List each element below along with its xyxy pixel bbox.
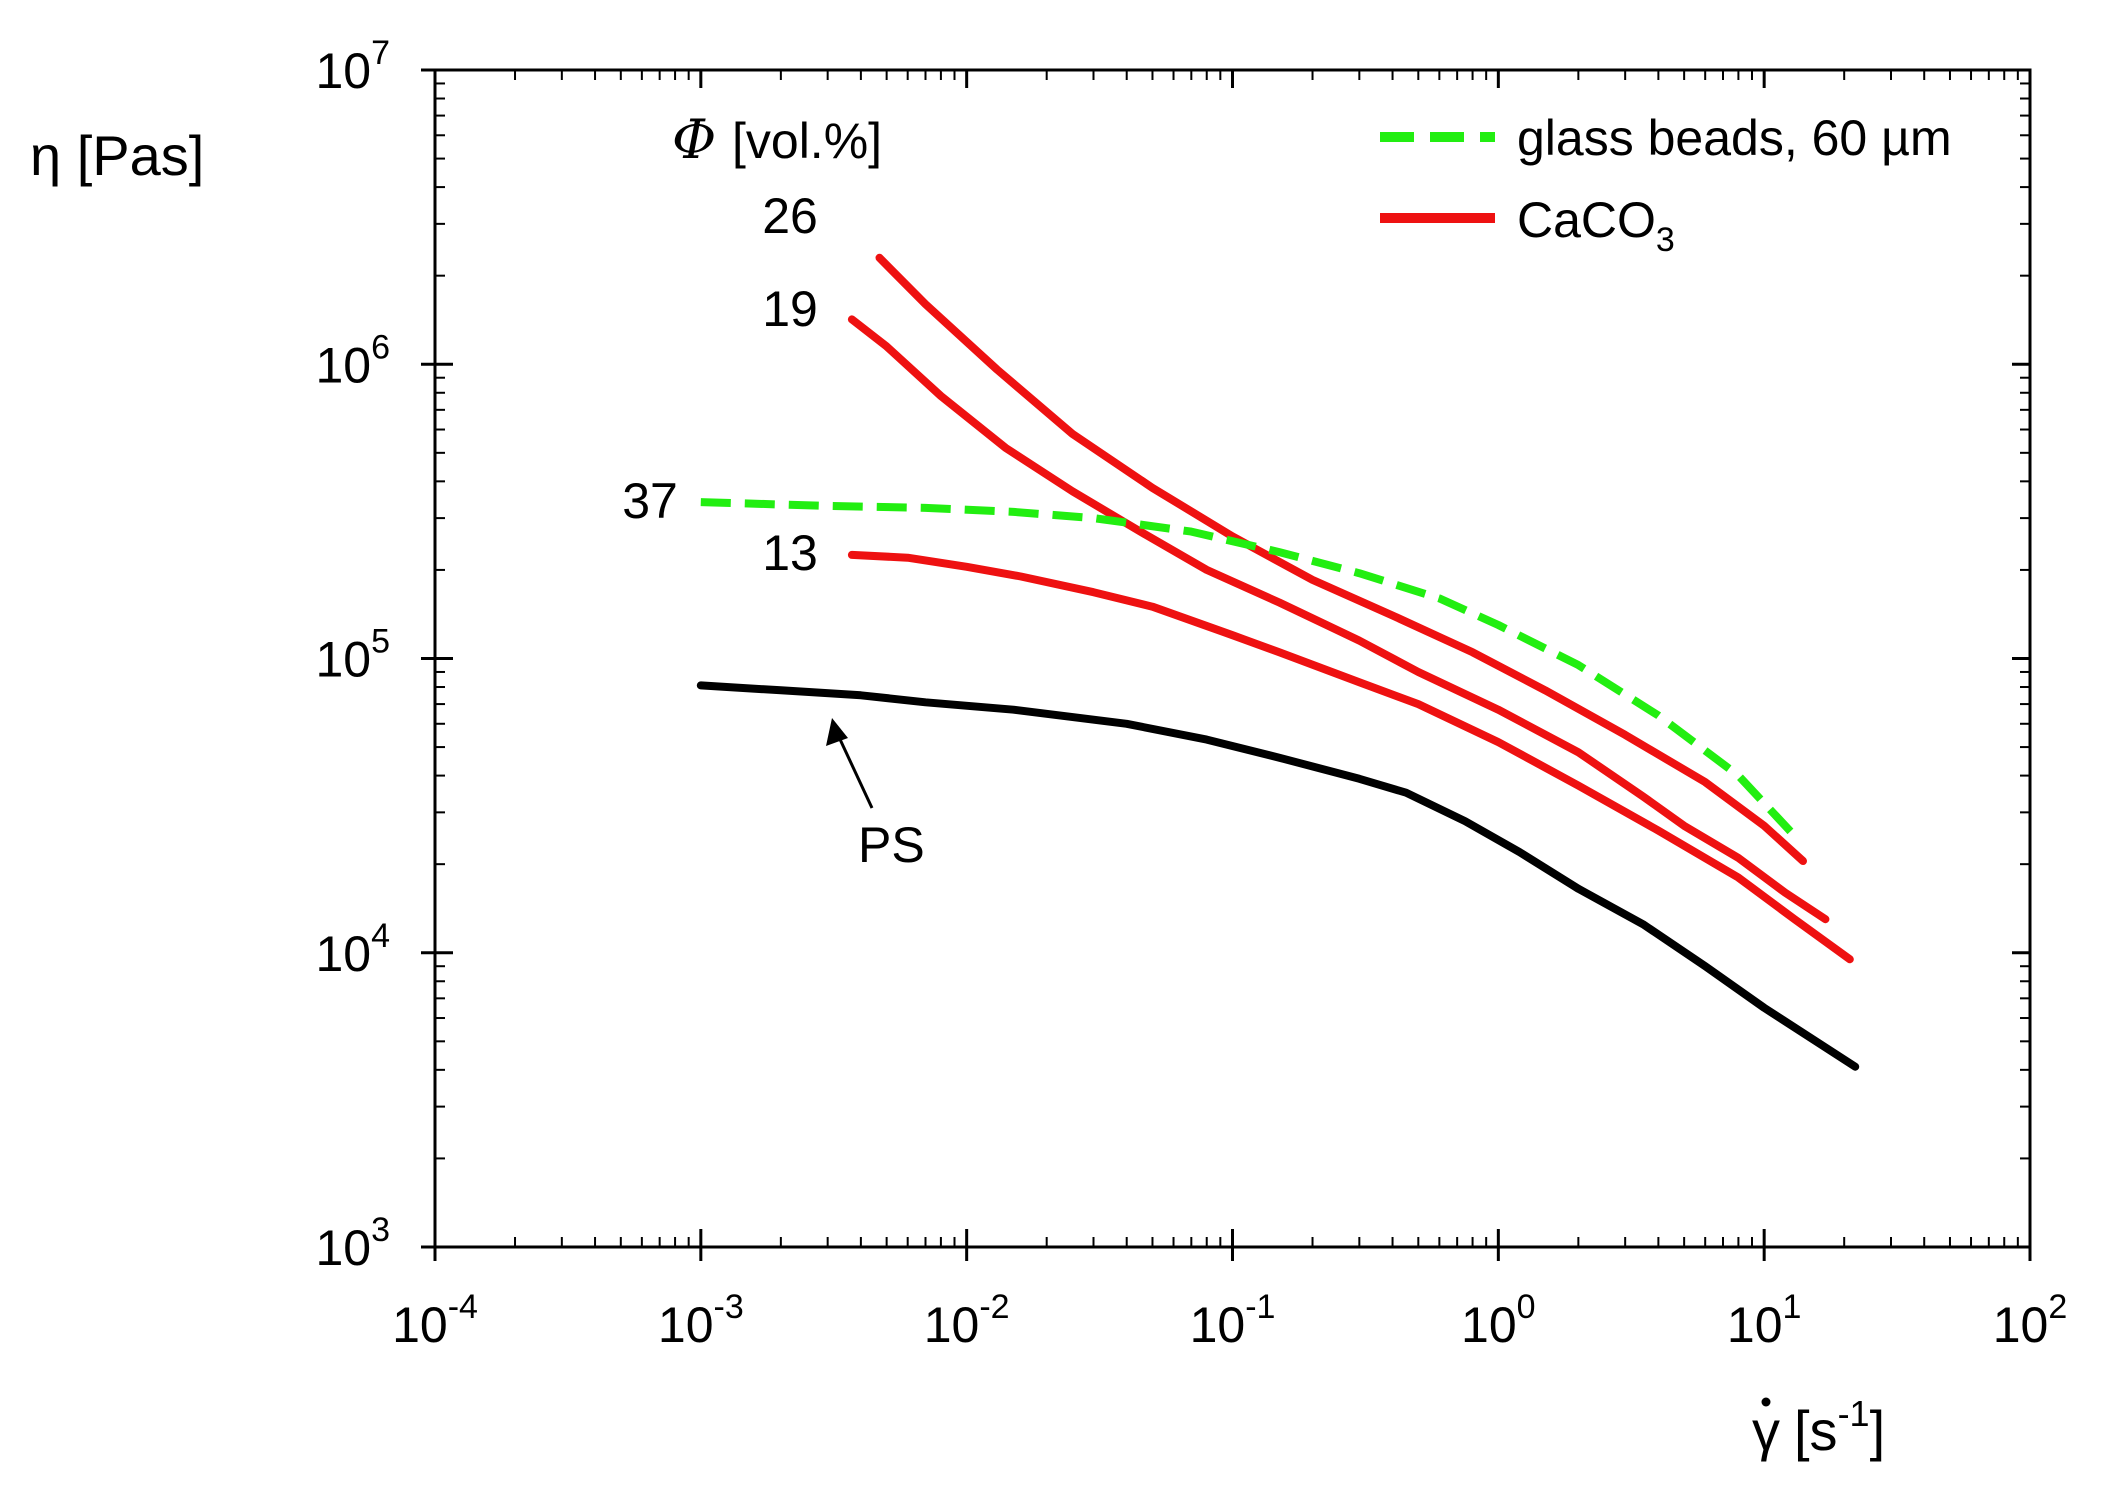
- y-tick-label: 104: [315, 917, 390, 982]
- tick-exponent: 7: [371, 34, 390, 72]
- x-tick-label: 10-3: [658, 1288, 744, 1353]
- y-tick-label: 103: [315, 1211, 390, 1276]
- x-axis-title-dot: [1761, 1397, 1771, 1407]
- x-axis-title-symbol: γ: [1752, 1399, 1780, 1462]
- tick-base: 10: [315, 1220, 371, 1276]
- x-tick-label: 10-4: [392, 1288, 478, 1353]
- x-tick-label: 10-1: [1190, 1288, 1276, 1353]
- series-label-13: 13: [762, 525, 818, 581]
- series-label-37: 37: [622, 473, 678, 529]
- x-axis-title-close: ]: [1870, 1399, 1886, 1462]
- tick-exponent: -4: [448, 1288, 478, 1326]
- tick-exponent: 3: [371, 1211, 390, 1249]
- x-axis-title-exp: -1: [1838, 1393, 1870, 1434]
- tick-exponent: 5: [371, 623, 390, 661]
- tick-base: 10: [924, 1297, 980, 1353]
- legend-label-caco3: CaCO3: [1517, 192, 1675, 259]
- major-ticks: [421, 68, 2032, 1261]
- series-line-19: [847, 315, 1830, 924]
- ps-annotation-arrowhead: [826, 718, 848, 746]
- tick-base: 10: [1993, 1297, 2049, 1353]
- phi-unit-label: [vol.%]: [732, 113, 882, 169]
- tick-exponent: -2: [979, 1288, 1009, 1326]
- plot-area-frame: [433, 68, 2032, 1249]
- series-label-19: 19: [762, 281, 818, 337]
- series-line-26: [875, 253, 1807, 865]
- ps-annotation-arrow-shaft: [836, 734, 874, 809]
- y-axis-title: η [Pas]: [30, 124, 204, 187]
- tick-base: 10: [1727, 1297, 1783, 1353]
- x-tick-label: 100: [1461, 1288, 1536, 1353]
- x-tick-label: 101: [1727, 1288, 1802, 1353]
- x-axis-title-unit: [s: [1794, 1399, 1838, 1462]
- legend-caco3-sub: 3: [1656, 221, 1675, 259]
- tick-exponent: 0: [1517, 1288, 1536, 1326]
- y-tick-label: 105: [315, 623, 390, 688]
- x-tick-label: 102: [1993, 1288, 2068, 1353]
- tick-base: 10: [658, 1297, 714, 1353]
- tick-exponent: -1: [1245, 1288, 1275, 1326]
- series-line-37: [700, 498, 1798, 839]
- minor-ticks: [435, 70, 2030, 1247]
- tick-exponent: 1: [1783, 1288, 1802, 1326]
- phi-symbol: Φ: [672, 108, 716, 171]
- tick-base: 10: [315, 632, 371, 688]
- series-layer: [696, 253, 1860, 1071]
- y-tick-label: 107: [315, 34, 390, 99]
- x-axis-title-text: [s-1]: [1794, 1393, 1885, 1462]
- tick-base: 10: [1461, 1297, 1517, 1353]
- tick-exponent: 6: [371, 328, 390, 366]
- tick-base: 10: [315, 926, 371, 982]
- x-tick-label: 10-2: [924, 1288, 1010, 1353]
- legend: glass beads, 60 µm CaCO3: [1380, 110, 1952, 259]
- series-label-26: 26: [762, 188, 818, 244]
- series-line-PS: [696, 681, 1860, 1071]
- y-tick-label: 106: [315, 328, 390, 393]
- legend-label-glass-beads: glass beads, 60 µm: [1517, 110, 1952, 166]
- tick-exponent: -3: [714, 1288, 744, 1326]
- x-tick-labels: 10-4 10-3 10-2 10-1 100 101 102: [392, 1288, 2067, 1353]
- tick-base: 10: [1190, 1297, 1246, 1353]
- tick-base: 10: [315, 43, 371, 99]
- tick-base: 10: [392, 1297, 448, 1353]
- x-axis-title: γ [s-1]: [1752, 1393, 1885, 1462]
- tick-exponent: 4: [371, 917, 390, 955]
- tick-base: 10: [315, 337, 371, 393]
- legend-caco3-main: CaCO: [1517, 192, 1656, 248]
- ps-annotation-label: PS: [858, 817, 925, 873]
- tick-exponent: 2: [2048, 1288, 2067, 1326]
- series-line-13: [847, 550, 1854, 964]
